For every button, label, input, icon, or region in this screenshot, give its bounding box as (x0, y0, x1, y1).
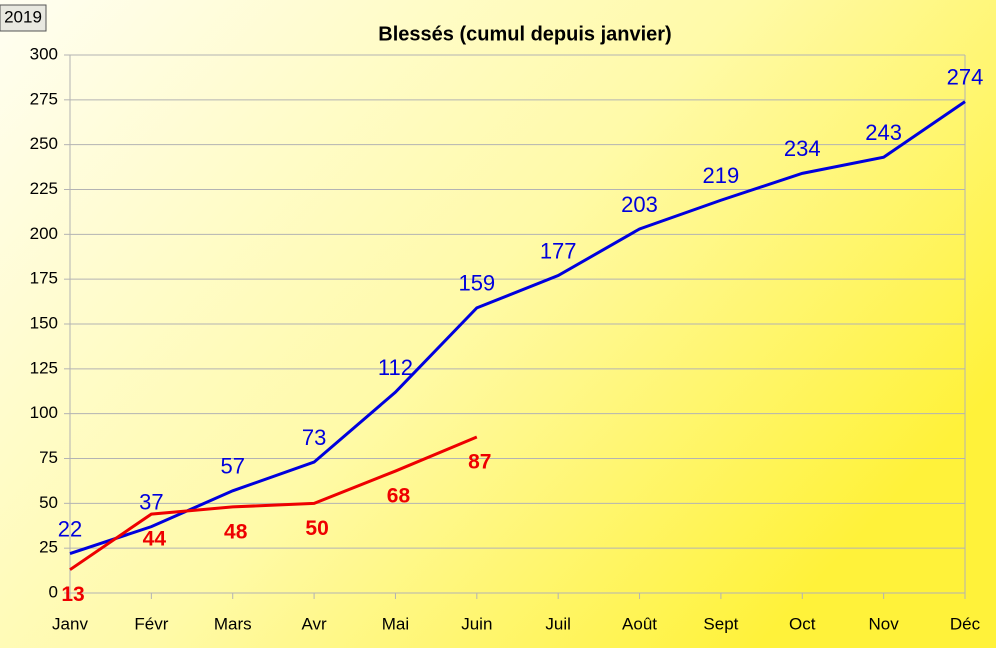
y-tick-label: 200 (30, 224, 58, 243)
y-tick-label: 125 (30, 358, 58, 377)
x-tick-label: Févr (134, 614, 168, 633)
data-label: 87 (468, 451, 491, 474)
y-tick-label: 175 (30, 269, 58, 288)
y-tick-label: 225 (30, 179, 58, 198)
data-label: 219 (703, 163, 740, 188)
y-tick-label: 250 (30, 134, 58, 153)
data-label: 234 (784, 136, 821, 161)
data-label: 57 (220, 454, 244, 479)
data-label: 22 (58, 516, 82, 541)
x-tick-label: Sept (703, 614, 738, 633)
x-tick-label: Mars (214, 614, 252, 633)
x-tick-label: Juin (461, 614, 492, 633)
data-label: 48 (224, 520, 248, 543)
x-tick-label: Janv (52, 614, 88, 633)
x-tick-label: Mai (382, 614, 409, 633)
data-label: 177 (540, 238, 577, 263)
y-tick-label: 75 (39, 448, 58, 467)
data-label: 274 (947, 64, 984, 89)
series-line (69, 435, 478, 571)
y-tick-label: 0 (49, 582, 58, 601)
legend-box (0, 4, 47, 32)
x-tick-label: Déc (950, 614, 981, 633)
series-line (69, 100, 966, 555)
data-label: 37 (139, 489, 163, 514)
y-tick-label: 275 (30, 89, 58, 108)
data-label: 13 (61, 583, 84, 606)
chart-title: Blessés (cumul depuis janvier) (378, 23, 671, 45)
x-tick-label: Juil (545, 614, 571, 633)
x-tick-label: Oct (789, 614, 816, 633)
data-label: 73 (302, 425, 326, 450)
x-tick-label: Août (622, 614, 657, 633)
data-label: 159 (458, 271, 495, 296)
data-label: 112 (378, 355, 413, 380)
x-tick-label: Nov (869, 614, 900, 633)
data-label: 68 (387, 485, 411, 508)
y-tick-label: 150 (30, 313, 58, 332)
y-tick-label: 100 (30, 403, 58, 422)
legend-entry: 2019 (4, 7, 42, 26)
data-label: 203 (621, 192, 658, 217)
y-tick-label: 300 (30, 44, 58, 63)
y-tick-label: 50 (39, 493, 58, 512)
data-label: 50 (305, 517, 328, 540)
data-label: 44 (143, 528, 167, 551)
y-tick-label: 25 (39, 538, 58, 557)
x-tick-label: Avr (301, 614, 327, 633)
data-label: 243 (865, 120, 902, 145)
